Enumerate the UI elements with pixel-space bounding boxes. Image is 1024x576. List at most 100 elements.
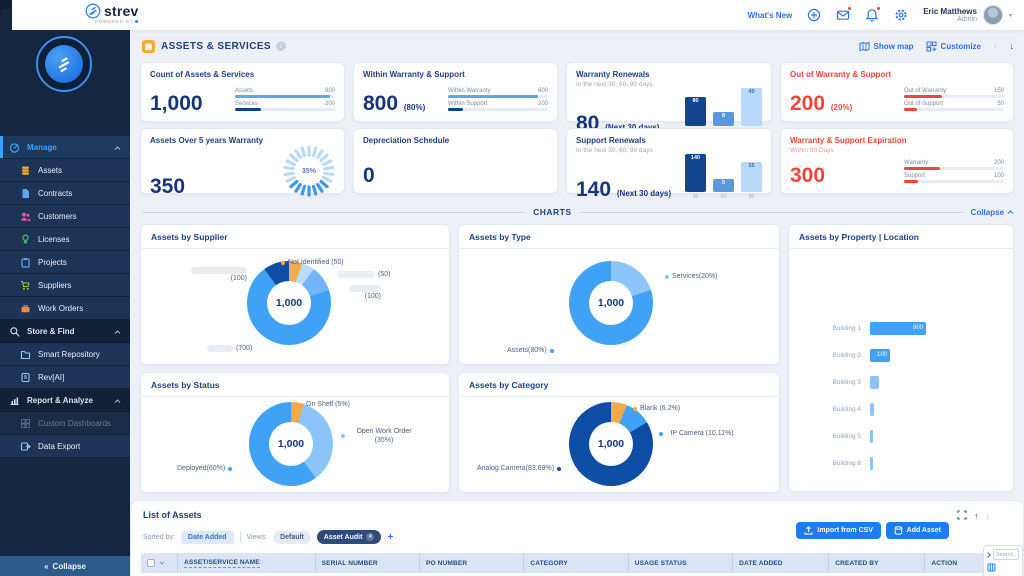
kpi-mini-bars: 140 30 5 60 55 90 (685, 154, 762, 200)
sidebar-item-label: Licenses (38, 234, 70, 244)
chevron-down-icon[interactable] (159, 561, 165, 565)
kpi-card-count-assets-services[interactable]: Count of Assets & Services 1,000 Assets 8… (140, 62, 345, 122)
donut-assets-by-status[interactable]: 1,000 (249, 402, 333, 486)
powered-by-label: POWERED BY (95, 19, 139, 24)
mail-icon[interactable] (836, 6, 853, 22)
sidebar-item-projects[interactable]: Projects (0, 251, 130, 274)
sidebar-item-data-export[interactable]: Data Export (0, 435, 130, 458)
info-icon[interactable]: i (275, 41, 286, 51)
chevron-down-icon: ▾ (1008, 12, 1012, 19)
add-view-button[interactable]: + (387, 531, 394, 543)
kpi-card-out-of-warranty-support[interactable]: Out of Warranty & Support 200 (20%) Out … (780, 62, 1014, 122)
columns-filter-icon[interactable] (987, 563, 996, 572)
bell-icon[interactable] (865, 6, 882, 22)
chevron-right-icon[interactable] (987, 551, 991, 559)
bar-chart-icon (9, 395, 20, 406)
charts-collapse-button[interactable]: Collapse (971, 208, 1014, 217)
hbar-chart[interactable]: Building 1 800 Building 2 100 Building 3 Buil… (789, 315, 1001, 477)
customize-button[interactable]: Customize (926, 41, 981, 52)
redacted-supplier-label (349, 285, 381, 292)
donut-assets-by-supplier[interactable]: 1,000 (247, 261, 331, 345)
column-header-action[interactable]: ACTION (924, 553, 983, 573)
meter-row: Out of Support 50 (904, 101, 1004, 111)
add-asset-button[interactable]: Add Asset (885, 522, 949, 539)
meter-row: Warranty 200 (904, 160, 1004, 170)
warranty-gauge: 35% (283, 145, 335, 197)
donut-assets-by-category[interactable]: 1,000 (569, 402, 653, 486)
column-header-usage-status[interactable]: USAGE STATUS (627, 553, 732, 573)
chart-title: Assets by Type (459, 225, 779, 249)
user-role: Admin (957, 16, 977, 23)
notification-dot (847, 6, 853, 11)
sidebar-item-custom-dashboards[interactable]: Custom Dashboards (0, 412, 130, 435)
column-header-serial-number[interactable]: SERIAL NUMBER (314, 553, 419, 573)
sidebar-item-rev-ai[interactable]: Rev[AI] (0, 366, 130, 389)
kpi-value: 0 (363, 164, 375, 187)
table-search-input[interactable] (993, 549, 1019, 560)
kpi-card-support-renewals[interactable]: Support Renewals In the next 30, 60, 90 … (566, 128, 772, 200)
view-chip-asset-audit[interactable]: Asset Audit × (316, 530, 382, 544)
sidebar-item-customers[interactable]: Customers (0, 205, 130, 228)
sidebar-item-assets[interactable]: Assets (0, 159, 130, 182)
sorted-by-chip[interactable]: Date Added (180, 530, 234, 544)
close-icon[interactable]: × (366, 533, 375, 541)
top-bar-actions: What's New Eric Matthews Admin ▾ (748, 5, 1024, 25)
chevron-up-icon (114, 327, 121, 336)
brand-emblem (36, 36, 92, 92)
divider (239, 532, 241, 542)
sidebar-group-report-analyze[interactable]: Report & Analyze (0, 389, 130, 412)
kpi-card-warranty-support-expiration[interactable]: Warranty & Support Expiration Within 90 … (780, 128, 1014, 194)
user-menu[interactable]: Eric Matthews Admin ▾ (923, 5, 1012, 25)
add-circle-icon[interactable] (807, 8, 821, 22)
document-icon (20, 188, 31, 199)
select-all-checkbox[interactable] (147, 559, 155, 567)
chart-card-assets-by-type: Assets by Type 1,000 Services(20%) Asset… (458, 224, 780, 365)
sidebar-item-licenses[interactable]: Licenses (0, 228, 130, 251)
column-header-date-added[interactable]: DATE ADDED (732, 553, 828, 573)
chart-card-assets-by-status: Assets by Status 1,000 On Shelf (5%) Ope… (140, 372, 450, 493)
sidebar-collapse-button[interactable]: « Collapse (0, 556, 130, 576)
kpi-meters: Assets 800 Services 200 (235, 85, 335, 114)
show-map-button[interactable]: Show map (859, 41, 914, 52)
move-up-icon[interactable]: ↑ (974, 511, 979, 521)
gear-icon[interactable] (894, 8, 908, 22)
database-icon (20, 165, 31, 176)
toolbox-icon (20, 303, 31, 314)
kpi-card-assets-over-5-years[interactable]: Assets Over 5 years Warranty 350 35% (140, 128, 345, 198)
view-chip-default[interactable]: Default (273, 530, 311, 544)
sidebar-item-contracts[interactable]: Contracts (0, 182, 130, 205)
ai-doc-icon (20, 372, 31, 383)
avatar (982, 5, 1003, 25)
donut-assets-by-type[interactable]: 1,000 (569, 261, 653, 345)
notification-dot (876, 6, 882, 11)
column-header-po-number[interactable]: PO NUMBER (419, 553, 523, 573)
kpi-card-warranty-renewals[interactable]: Warranty Renewals In the next 30, 60, 90… (566, 62, 772, 134)
move-up-icon[interactable]: ↑ (993, 41, 998, 51)
chart-card-assets-by-property: Assets by Property | Location Building 1… (788, 224, 1014, 492)
kpi-value: 200 (20%) (790, 92, 853, 115)
assets-services-icon: ▦ (142, 39, 155, 53)
kpi-card-depreciation-schedule[interactable]: Depreciation Schedule 0 (353, 128, 558, 194)
kpi-value: 350 (150, 175, 186, 198)
sidebar-item-label: Custom Dashboards (38, 418, 111, 428)
column-header-category[interactable]: CATEGORY (523, 553, 627, 573)
sidebar-item-smart-repository[interactable]: Smart Repository (0, 343, 130, 366)
move-down-icon[interactable]: ↓ (985, 511, 991, 521)
kpi-card-within-warranty-support[interactable]: Within Warranty & Support 800 (80%) With… (353, 62, 558, 122)
column-header-created-by[interactable]: CREATED BY (828, 553, 924, 573)
sidebar-group-manage[interactable]: Manage (0, 136, 130, 159)
move-down-icon[interactable]: ↓ (1009, 41, 1015, 51)
sidebar-group-store-find[interactable]: Store & Find (0, 320, 130, 343)
hbar-Building-1: Building 1 800 (789, 315, 1001, 342)
whats-new-link[interactable]: What's New (747, 10, 793, 20)
sidebar-item-work-orders[interactable]: Work Orders (0, 297, 130, 320)
mini-bar-30: 140 30 (685, 154, 706, 200)
donut-label: (50) (337, 271, 390, 278)
column-header-asset-service-name[interactable]: ASSET/SERVICE NAME (177, 553, 315, 573)
sidebar-item-label: Rev[AI] (38, 372, 65, 382)
import-csv-button[interactable]: Import from CSV (796, 522, 881, 539)
mini-bar-90: 55 90 (741, 154, 762, 200)
expand-icon[interactable] (957, 507, 967, 525)
sidebar-item-suppliers[interactable]: Suppliers (0, 274, 130, 297)
